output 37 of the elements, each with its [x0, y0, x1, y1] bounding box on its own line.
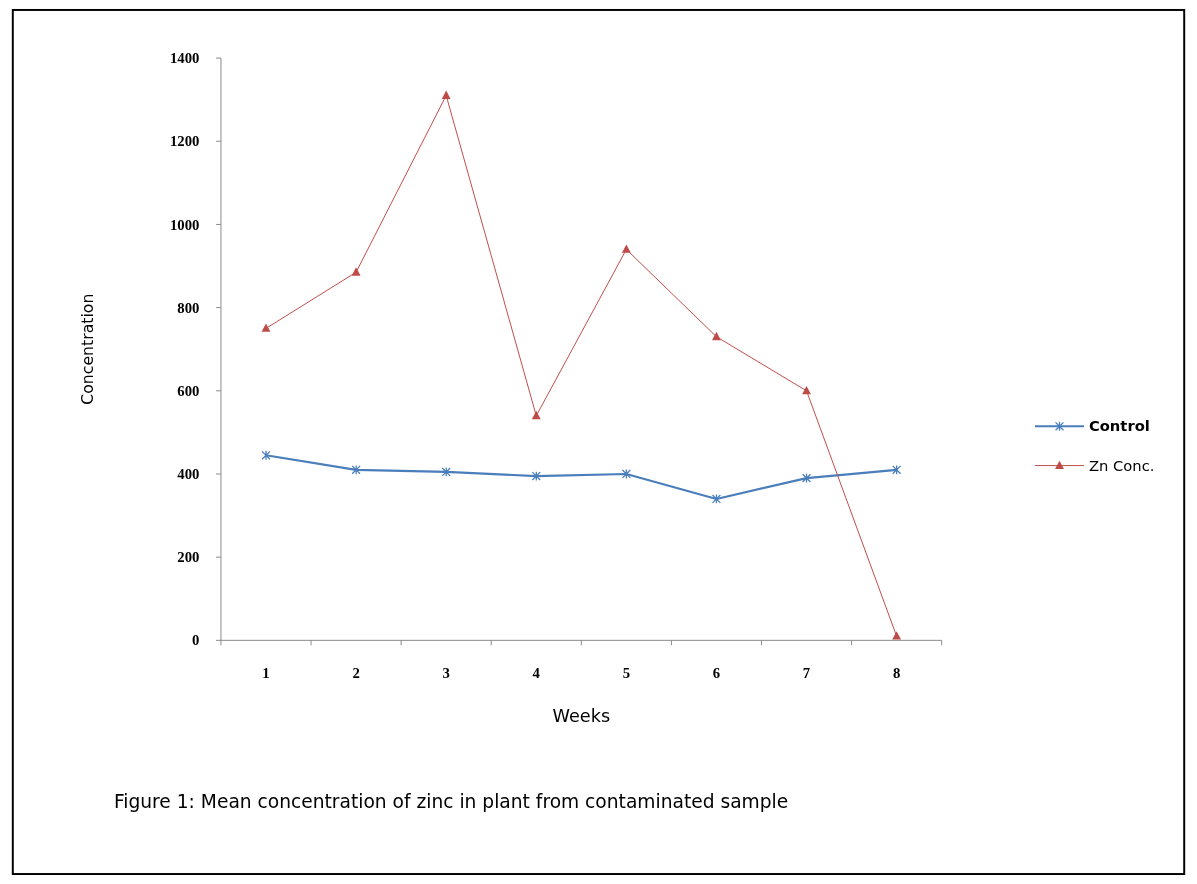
- point: [441, 466, 451, 477]
- x-tick-label: 6: [712, 664, 721, 681]
- point: [802, 385, 811, 395]
- point: [531, 410, 541, 420]
- x-axis-title: Weeks: [552, 705, 611, 726]
- point: [621, 244, 631, 253]
- point: [801, 473, 812, 484]
- x-tick-label: 1: [262, 664, 270, 681]
- x-tick-label: 3: [442, 664, 450, 681]
- x-tick-label: 8: [892, 664, 901, 681]
- x-tick-label: 5: [622, 664, 631, 681]
- y-tick-label: 1400: [169, 50, 200, 67]
- point: [531, 471, 541, 482]
- y-axis-title: Concentration: [78, 293, 98, 405]
- point: [441, 90, 451, 99]
- point: [261, 450, 271, 461]
- point: [261, 323, 271, 332]
- point: [712, 331, 721, 341]
- point: [351, 267, 361, 276]
- y-tick-label: 0: [192, 632, 200, 649]
- y-tick-label: 1000: [169, 216, 200, 233]
- point: [351, 464, 361, 475]
- point: [892, 464, 902, 475]
- point: [892, 631, 902, 640]
- y-tick-label: 600: [177, 382, 200, 399]
- caption: Figure 1: Mean concentration of zinc in plant from contaminated sample: [113, 791, 789, 813]
- point: [711, 493, 722, 504]
- y-tick-label: 400: [177, 466, 200, 483]
- x-tick-label: 4: [532, 664, 541, 681]
- y-tick-label: 800: [177, 299, 200, 316]
- point: [621, 468, 631, 480]
- x-tick-label: 7: [802, 664, 811, 681]
- y-tick-label: 200: [177, 549, 200, 566]
- x-tick-label: 2: [352, 664, 360, 681]
- legend-label: Zn Conc.: [1088, 456, 1155, 474]
- y-tick-label: 1200: [169, 133, 200, 150]
- legend-label: Control: [1088, 417, 1150, 435]
